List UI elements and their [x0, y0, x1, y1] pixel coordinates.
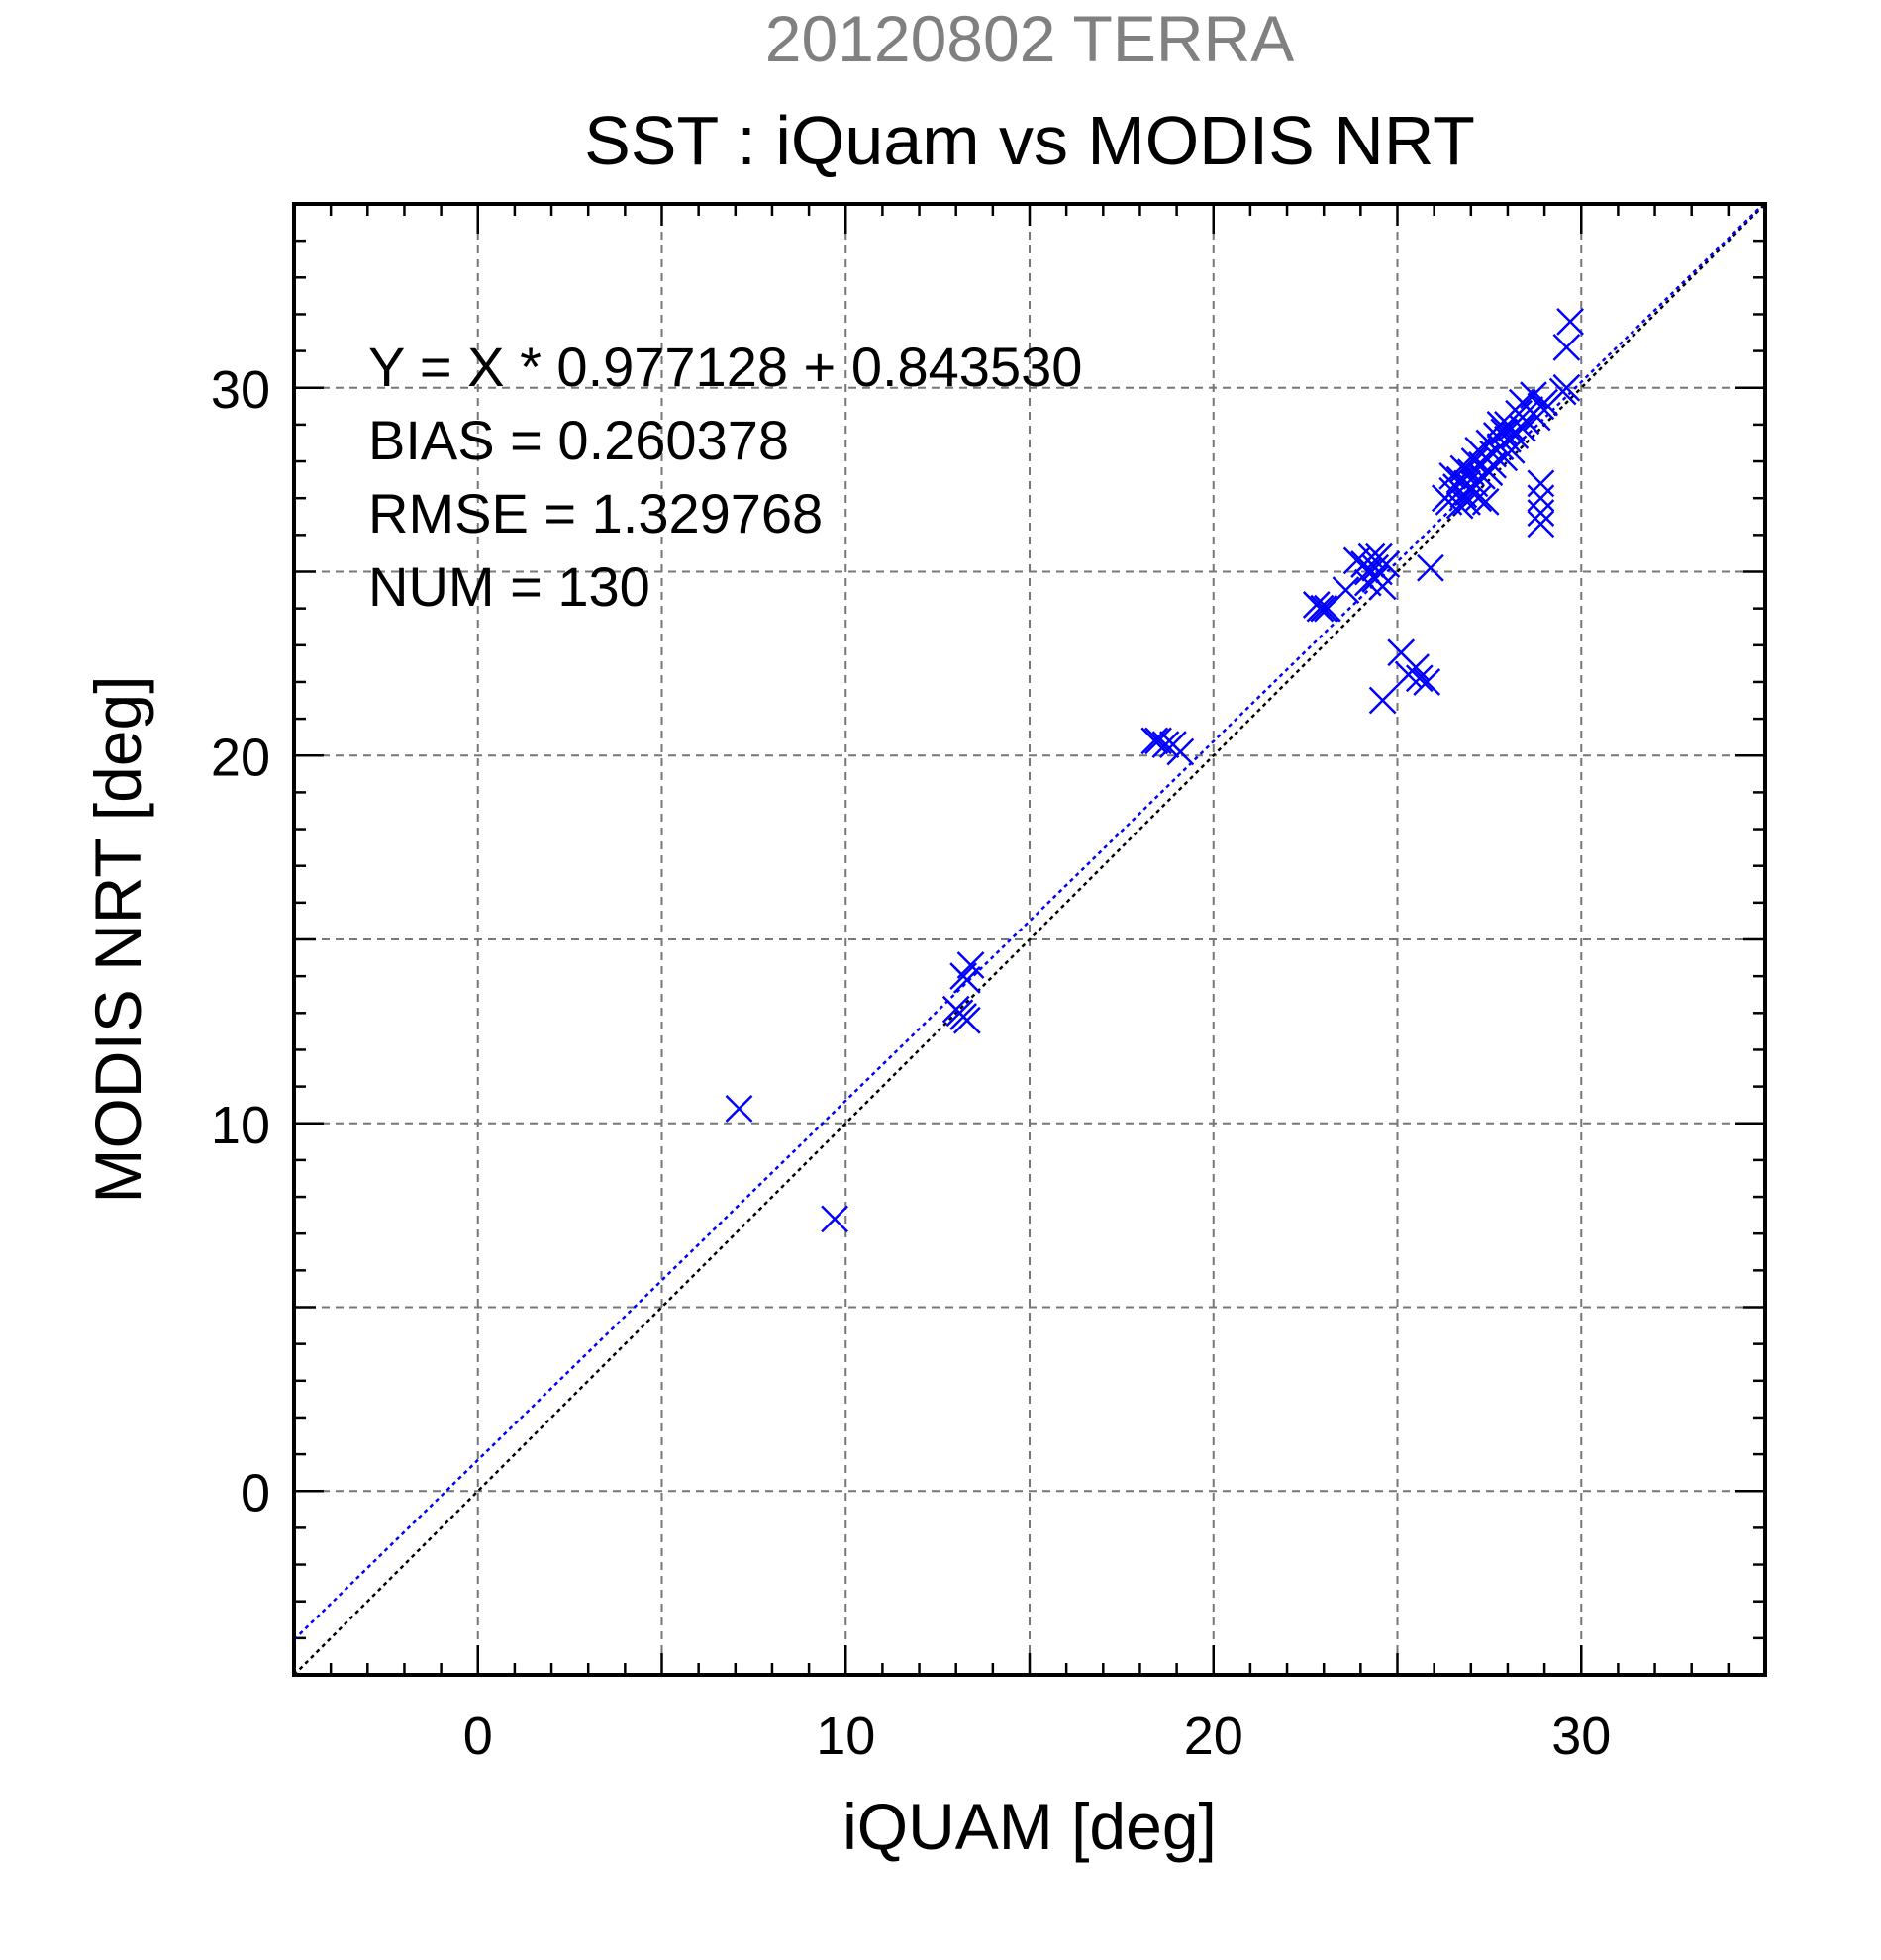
data-point: [1552, 373, 1581, 402]
data-point: [1490, 418, 1519, 446]
data-point: [1306, 594, 1335, 623]
data-point: [1413, 668, 1441, 696]
num-stat: NUM = 130: [368, 555, 650, 618]
data-point: [1372, 550, 1401, 578]
data-point: [1166, 737, 1195, 766]
y-tick-label: 20: [211, 728, 270, 787]
data-point: [1527, 484, 1555, 513]
data-point: [1486, 411, 1515, 439]
data-point: [1357, 542, 1386, 571]
stats-box: Y = X * 0.977128 + 0.843530 BIAS = 0.260…: [368, 336, 1082, 618]
x-tick-label: 30: [1551, 1707, 1611, 1766]
x-axis-label: iQUAM [deg]: [842, 1790, 1217, 1863]
chart-title: SST : iQuam vs MODIS NRT: [584, 102, 1475, 179]
data-point: [952, 1006, 981, 1034]
regression-equation: Y = X * 0.977128 + 0.843530: [368, 336, 1082, 398]
data-point: [725, 1095, 753, 1123]
x-tick-label: 0: [463, 1707, 493, 1766]
data-point: [1460, 447, 1489, 475]
y-tick-label: 10: [211, 1096, 270, 1155]
x-tick-label: 10: [816, 1707, 875, 1766]
data-point: [1445, 491, 1474, 520]
data-points: [725, 307, 1584, 1233]
data-point: [1368, 686, 1397, 715]
plot-frame: [292, 202, 1767, 1677]
data-point: [821, 1205, 848, 1233]
y-tick-label: 0: [241, 1463, 270, 1522]
identity-line: [293, 203, 1766, 1676]
x-tick-label: 20: [1184, 1707, 1243, 1766]
y-tick-label: 30: [211, 360, 270, 420]
data-point: [1310, 594, 1338, 623]
data-point: [1140, 727, 1169, 755]
data-point: [1417, 553, 1444, 582]
data-point: [1332, 576, 1360, 604]
data-point: [1527, 510, 1555, 539]
data-point: [1552, 334, 1581, 361]
data-point: [1368, 572, 1397, 601]
data-point: [1527, 469, 1555, 498]
rmse-stat: RMSE = 1.329768: [368, 482, 823, 544]
data-point: [1151, 731, 1180, 758]
bias-stat: BIAS = 0.260378: [368, 409, 789, 471]
data-point: [1527, 499, 1555, 527]
data-point: [1531, 388, 1558, 417]
tick-labels: 0 10 20 30 0 10 20 30: [211, 360, 1611, 1766]
chart-supertitle: 20120802 TERRA: [765, 2, 1294, 75]
data-point: [1556, 307, 1584, 336]
data-point: [952, 965, 981, 994]
data-point: [1402, 653, 1430, 681]
data-point: [1508, 414, 1536, 442]
data-point: [1471, 488, 1500, 516]
y-axis-label: MODIS NRT [deg]: [81, 675, 154, 1203]
data-point: [1405, 664, 1434, 693]
data-point: [1464, 484, 1493, 513]
data-point: [1523, 403, 1551, 432]
